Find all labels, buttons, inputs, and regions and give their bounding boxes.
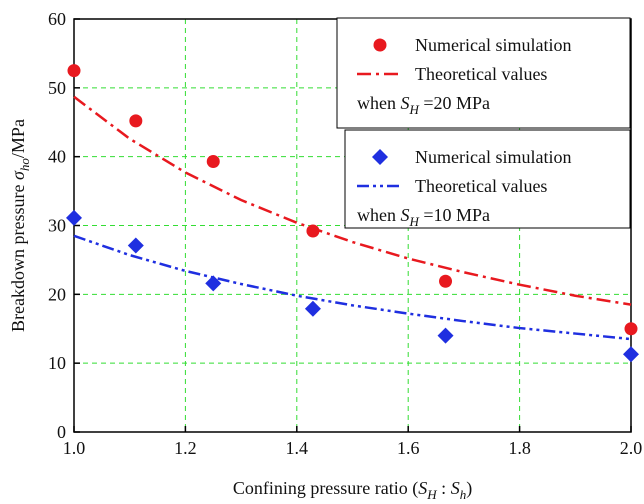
x-tick-label: 1.2	[174, 438, 197, 458]
text-part: when	[357, 93, 401, 113]
x-tick-label: 1.8	[508, 438, 531, 458]
text-part: :	[437, 478, 451, 498]
data-point	[372, 149, 388, 165]
y-tick-label: 40	[48, 147, 66, 167]
y-tick-label: 10	[48, 353, 66, 373]
data-point	[129, 114, 143, 128]
theory-line	[73, 95, 632, 306]
y-tick-label: 50	[48, 78, 66, 98]
text-part: Breakdown pressure	[8, 180, 28, 332]
text-part: H	[409, 214, 420, 229]
x-tick-label: 1.0	[63, 438, 86, 458]
x-tick-label: 2.0	[620, 438, 643, 458]
legend-note: when SH =10 MPa	[357, 205, 490, 229]
x-axis-label: Confining pressure ratio (SH : Sh)	[233, 478, 472, 502]
data-point	[205, 275, 222, 292]
y-tick-label: 0	[57, 422, 66, 442]
data-point	[206, 154, 220, 168]
legend-label: Theoretical values	[415, 64, 547, 84]
data-point	[373, 38, 387, 52]
text-part: H	[426, 487, 437, 502]
y-tick-label: 30	[48, 216, 66, 236]
theory-line	[73, 234, 632, 341]
data-point	[437, 327, 454, 344]
data-point	[67, 64, 81, 78]
text-part: ho	[17, 158, 32, 172]
text-part: =20 MPa	[419, 93, 490, 113]
text-part: when	[357, 205, 401, 225]
text-part: /MPa	[8, 119, 28, 158]
y-tick-label: 60	[48, 9, 66, 29]
text-part: =10 MPa	[419, 205, 490, 225]
text-part: )	[466, 478, 472, 499]
x-tick-label: 1.4	[286, 438, 309, 458]
data-point	[66, 209, 82, 226]
y-tick-label: 20	[48, 284, 66, 304]
text-part: S	[401, 93, 410, 113]
data-point	[439, 274, 453, 288]
text-part: h	[460, 487, 467, 502]
x-tick-label: 1.6	[397, 438, 420, 458]
data-point	[623, 346, 639, 363]
legend-label: Numerical simulation	[415, 35, 571, 55]
legend-label: Theoretical values	[415, 176, 547, 196]
legend-label: Numerical simulation	[415, 147, 571, 167]
text-part: Confining pressure ratio (	[233, 478, 418, 499]
data-point	[304, 300, 321, 317]
text-part: H	[409, 102, 420, 117]
legend-note: when SH =20 MPa	[357, 93, 490, 117]
y-axis-label: Breakdown pressure σho/MPa	[8, 119, 32, 332]
data-point	[127, 237, 144, 254]
data-point	[624, 322, 638, 336]
text-part: S	[451, 478, 460, 498]
text-part: S	[418, 478, 427, 498]
text-part: σ	[8, 170, 28, 180]
legend-box	[344, 129, 631, 229]
text-part: S	[401, 205, 410, 225]
